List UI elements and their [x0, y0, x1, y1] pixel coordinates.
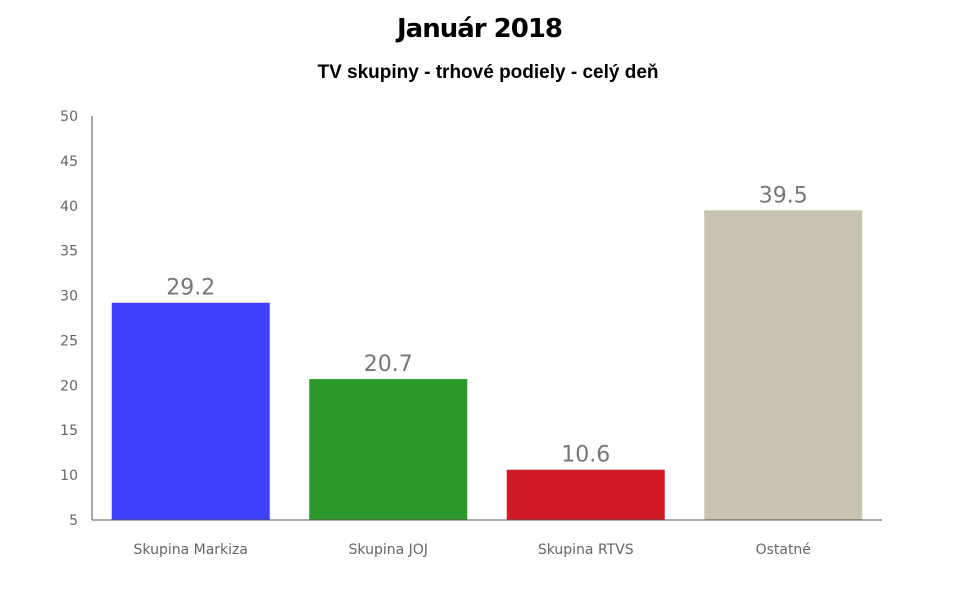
y-tick-label: 40 — [60, 199, 78, 215]
x-axis-ticks: Skupina Markiza Skupina JOJ Skupina RTVS Os… — [134, 542, 811, 558]
bar — [704, 210, 863, 520]
x-tick-label: Ostatné — [756, 542, 811, 558]
y-tick-label: 50 — [60, 109, 78, 125]
y-tick-label: 30 — [60, 289, 78, 305]
x-tick-label: Skupina JOJ — [349, 542, 428, 558]
y-tick-label: 35 — [60, 244, 78, 260]
y-axis-ticks: 5 10 15 20 25 30 35 40 45 50 — [60, 109, 78, 529]
y-tick-label: 20 — [60, 378, 78, 394]
y-tick-label: 45 — [60, 154, 78, 170]
bar-value-label: 29.2 — [166, 276, 215, 301]
bar-value-labels: 29.2 20.7 10.6 39.5 — [166, 183, 807, 467]
y-tick-label: 25 — [60, 333, 78, 349]
x-tick-label: Skupina Markiza — [134, 542, 248, 558]
chart-subtitle: TV skupiny - trhové podiely - celý deň — [317, 62, 659, 83]
bars — [111, 210, 863, 520]
bar-value-label: 10.6 — [561, 443, 610, 468]
bar-value-label: 39.5 — [759, 183, 808, 208]
x-tick-label: Skupina RTVS — [538, 542, 634, 558]
bar — [309, 379, 468, 520]
y-tick-label: 5 — [69, 513, 78, 529]
y-tick-label: 15 — [60, 423, 78, 439]
bar — [111, 302, 270, 520]
y-tick-label: 10 — [60, 468, 78, 484]
bar-value-label: 20.7 — [364, 352, 413, 377]
bar — [506, 469, 665, 520]
chart-title: Január 2018 — [396, 14, 563, 44]
